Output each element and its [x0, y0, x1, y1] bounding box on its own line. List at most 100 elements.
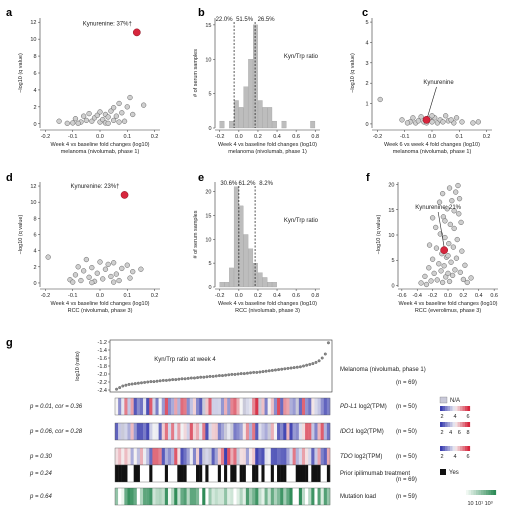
heatmap-cell — [118, 488, 122, 505]
heatmap-cell — [127, 423, 131, 440]
heatmap-cell — [136, 398, 141, 415]
heatmap-cell — [301, 448, 306, 465]
heatmap-cell — [255, 488, 259, 505]
y-tick-label: 15 — [205, 213, 211, 219]
ratio-point — [127, 382, 131, 386]
heatmap-cell — [115, 465, 119, 482]
data-point — [119, 110, 125, 116]
annotation-row: p = 0.06, cor = 0.28 IDO1 log2(TPM) (n = 5… — [29, 422, 417, 441]
histogram-bar — [243, 234, 249, 288]
heatmap-cell — [205, 465, 209, 482]
x-tick-label: 0.2 — [151, 134, 159, 140]
heatmap-cell — [189, 423, 194, 440]
heatmap-cell — [208, 488, 212, 505]
heatmap-cell — [242, 398, 247, 415]
heatmap-cell — [164, 465, 169, 482]
heatmap-cell — [255, 398, 259, 415]
heatmap-cell — [289, 488, 293, 505]
heatmap-cell — [155, 448, 159, 465]
x-tick-label: 0.6 — [292, 293, 300, 299]
heatmap-cell — [155, 488, 159, 505]
histogram-bar — [262, 277, 268, 288]
ratio-point — [171, 378, 175, 382]
heatmap-cell — [233, 465, 237, 482]
heatmap-cell — [167, 398, 172, 415]
heatmap-cell — [239, 488, 243, 505]
y-tick-label: 2 — [365, 81, 368, 87]
x-tick-label: 0.2 — [483, 134, 491, 140]
ratio-point — [174, 378, 178, 382]
ratio-point — [217, 374, 221, 378]
annotation-row: p = 0.64 Mutation load (n = 59) — [29, 487, 417, 506]
x-tick-label: -0.2 — [373, 134, 382, 140]
ratio-point — [261, 370, 265, 374]
ratio-point — [158, 379, 162, 383]
ratio-point — [289, 366, 293, 370]
heatmap-cell — [143, 423, 147, 440]
heatmap-cell — [211, 465, 215, 482]
data-point — [89, 118, 95, 124]
heatmap-cell — [152, 423, 156, 440]
heatmap-cell — [261, 465, 265, 482]
row-stat: p = 0.24 — [29, 471, 53, 477]
ratio-point — [208, 374, 212, 378]
y-tick-label: 2 — [33, 265, 36, 271]
row-stat: p = 0.06, cor = 0.28 — [29, 429, 83, 435]
heatmap-cell — [270, 423, 275, 440]
data-point — [72, 116, 79, 122]
heatmap-cell — [248, 465, 253, 482]
legend-gradient-cell — [447, 422, 451, 427]
heatmap-cell — [286, 398, 290, 415]
annotation-label: Kynurenine: 21% — [415, 205, 461, 211]
heatmap-cell — [152, 465, 156, 482]
data-point — [75, 264, 81, 270]
heatmap-cell — [196, 398, 200, 415]
data-point — [457, 269, 463, 275]
ratio-point — [283, 367, 287, 371]
heatmap-cell — [192, 488, 197, 505]
data-point — [377, 96, 383, 103]
x-axis-subtitle: melanoma (nivolumab, phase 1) — [228, 149, 307, 155]
y-tick-label: 2 — [33, 105, 36, 111]
heatmap-cell — [261, 423, 265, 440]
heatmap-cell — [305, 398, 309, 415]
y-tick-label: 8 — [33, 54, 36, 60]
row-frame — [114, 422, 331, 441]
ratio-ylabel: log10 (ratio) — [75, 351, 81, 381]
heatmap-cell — [139, 465, 144, 482]
panel-b: b 0 5 10 15 -0.2 0.0 0.2 0.4 0.6 0.8 Week 4 vs base… — [193, 7, 320, 155]
x-axis-title: Week 4 vs baseline fold changes (log10) — [51, 142, 150, 148]
x-tick-label: 0.1 — [455, 134, 463, 140]
heatmap-cell — [192, 448, 197, 465]
data-point — [121, 118, 128, 124]
heatmap-cell — [183, 465, 187, 482]
ratio-point — [177, 377, 181, 381]
data-point — [444, 206, 450, 212]
heatmap-cell — [214, 465, 219, 482]
ratio-point — [277, 368, 281, 372]
heatmap-cell — [283, 448, 287, 465]
x-tick-label: -0.2 — [428, 293, 437, 299]
heatmap-cell — [220, 488, 225, 505]
y-tick-label: 0 — [391, 283, 394, 289]
ratio-title: Kyn/Trp ratio at week 4 — [154, 357, 216, 363]
annotation-label: Kynurenine: 23%† — [70, 184, 119, 190]
data-point — [442, 218, 448, 224]
heatmap-cell — [177, 465, 181, 482]
ratio-point — [252, 370, 256, 374]
heatmap-cell — [239, 423, 243, 440]
heatmap-cell — [121, 398, 125, 415]
legend-gradient-cell — [440, 422, 443, 427]
heatmap-cell — [230, 488, 234, 505]
ratio-point — [149, 380, 153, 384]
data-point — [450, 244, 457, 250]
heatmap-cell — [252, 398, 256, 415]
annotation-line — [427, 86, 437, 117]
data-point — [141, 102, 147, 108]
heatmap-cell — [326, 423, 331, 440]
legend-gradient-cell — [488, 490, 492, 495]
